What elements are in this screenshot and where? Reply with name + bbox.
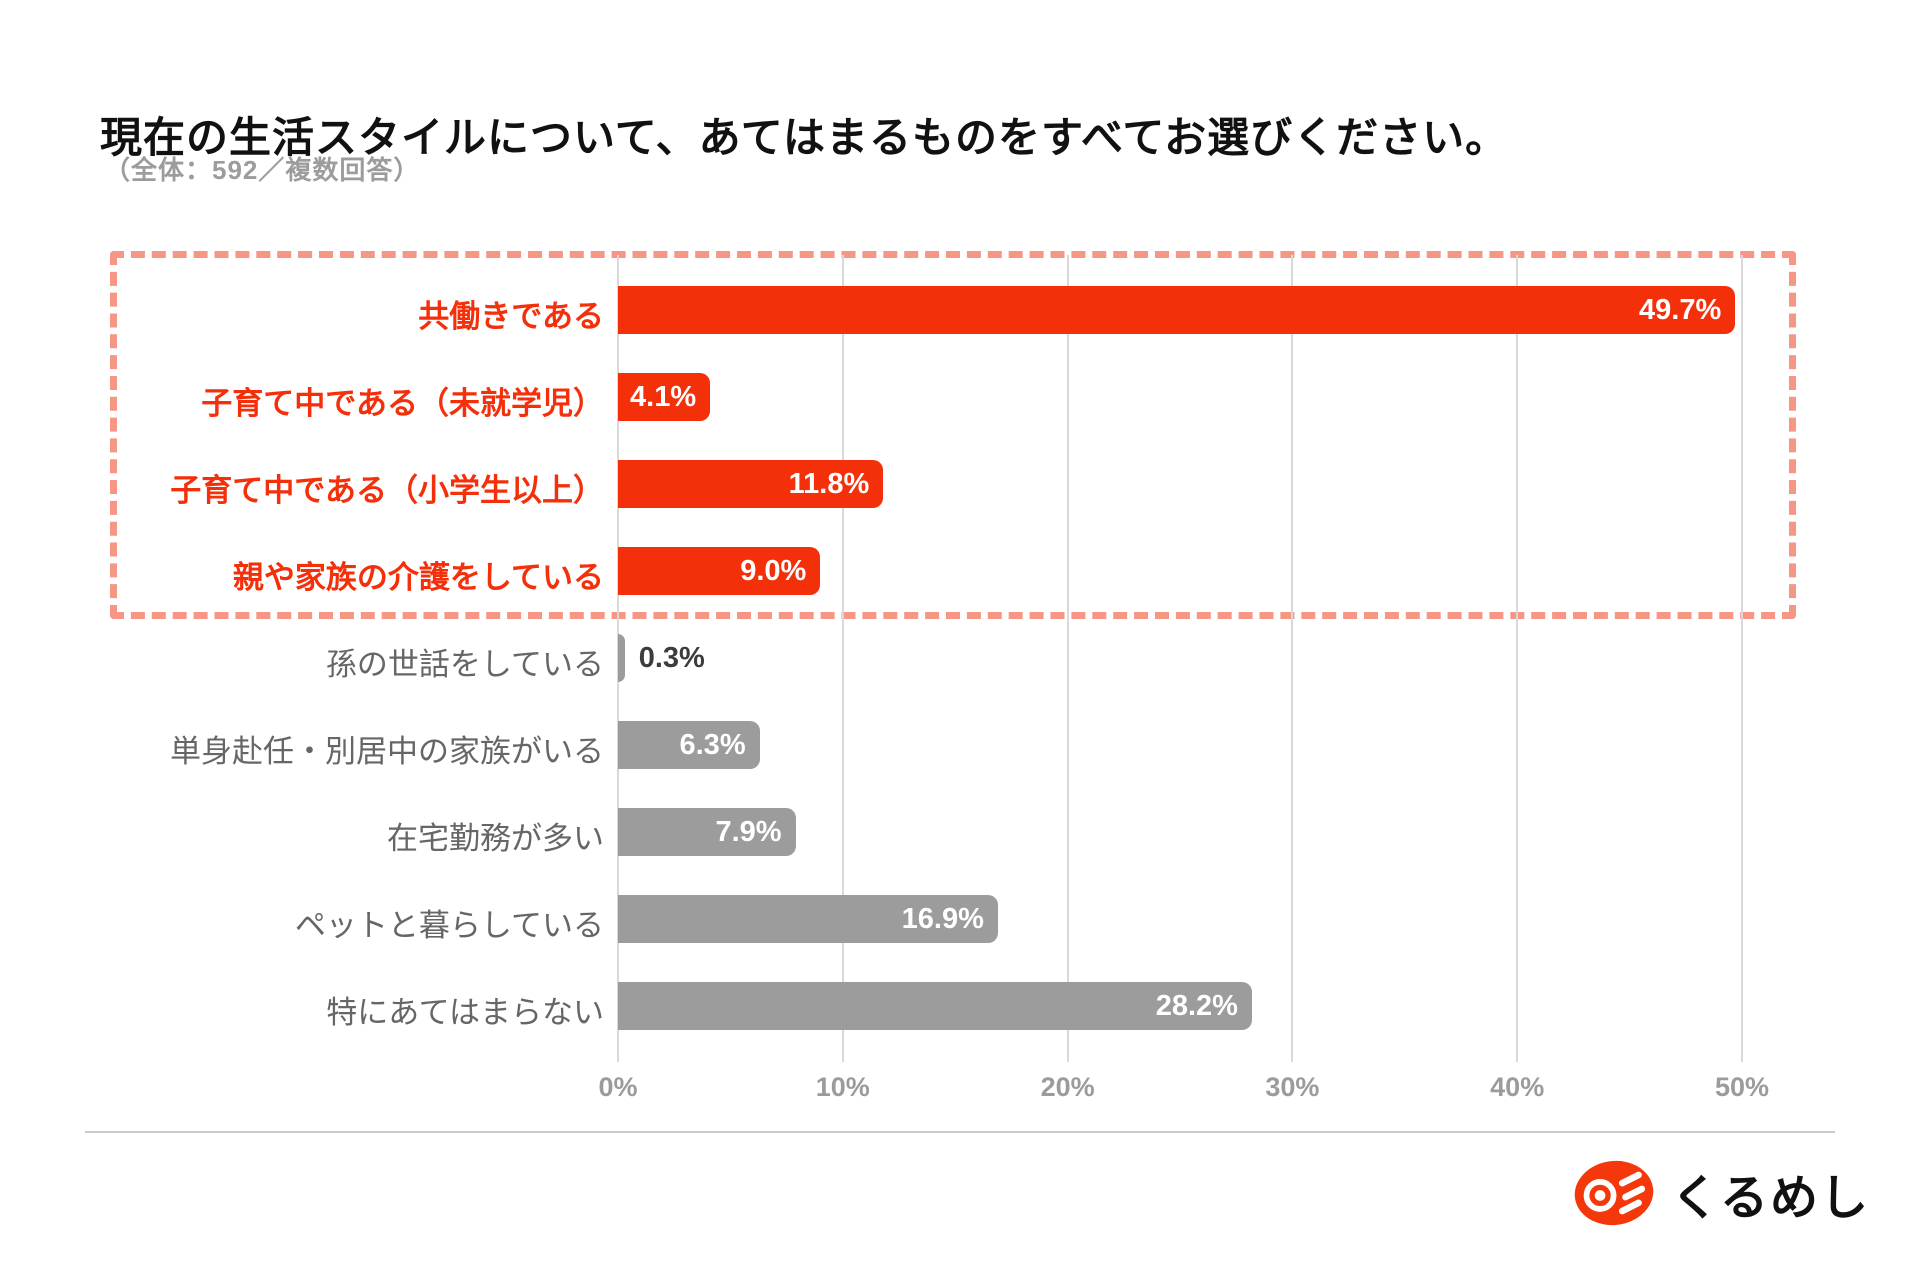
value-label: 16.9%	[901, 903, 984, 935]
gridline	[1516, 255, 1519, 1062]
value-label: 4.1%	[630, 381, 697, 413]
bar: 49.7%	[618, 286, 1736, 334]
value-label: 28.2%	[1155, 990, 1238, 1022]
category-label: 在宅勤務が多い	[387, 821, 604, 856]
x-axis-tick-label: 50%	[1714, 1072, 1770, 1102]
value-label: 9.0%	[740, 555, 807, 587]
bar	[618, 634, 625, 682]
category-label: ペットと暮らしている	[294, 908, 604, 943]
category-label: 単身赴任・別居中の家族がいる	[170, 734, 604, 769]
bar: 16.9%	[618, 895, 998, 943]
x-axis-tick-label: 0%	[598, 1072, 638, 1102]
bar: 7.9%	[618, 808, 796, 856]
value-label: 11.8%	[788, 468, 870, 500]
gridline	[841, 255, 844, 1062]
gridline	[1741, 255, 1743, 1062]
x-axis-tick-label: 10%	[815, 1072, 870, 1102]
bar: 6.3%	[618, 721, 760, 769]
bar: 4.1%	[618, 373, 711, 421]
footer-divider	[85, 1131, 1835, 1133]
category-label: 親や家族の介護をしている	[232, 560, 604, 595]
x-axis-tick-label: 40%	[1490, 1072, 1545, 1102]
value-label: 49.7%	[1639, 294, 1722, 326]
bar: 11.8%	[618, 460, 884, 508]
category-label: 特にあてはまらない	[326, 995, 604, 1030]
brand-logo: くるめし	[1573, 1158, 1870, 1228]
bar: 9.0%	[618, 547, 821, 595]
x-axis-tick-label: 20%	[1040, 1072, 1095, 1102]
category-label: 共働きである	[418, 299, 604, 334]
gridline	[1066, 255, 1069, 1062]
value-label: 7.9%	[715, 816, 782, 848]
page-title: 現在の生活スタイルについて、あてはまるものをすべてお選びください。	[100, 114, 1509, 162]
bar: 28.2%	[618, 982, 1252, 1030]
gridline	[1291, 255, 1294, 1062]
sample-size-note: （全体：592／複数回答）	[104, 155, 421, 185]
x-axis-tick-label: 30%	[1265, 1072, 1320, 1102]
category-label: 子育て中である（小学生以上）	[170, 473, 604, 508]
value-label: 0.3%	[638, 642, 705, 674]
category-label: 孫の世話をしている	[325, 647, 604, 682]
kurumeshi-logo-icon	[1574, 1160, 1654, 1226]
value-label: 6.3%	[679, 729, 746, 761]
category-label: 子育て中である（未就学児）	[201, 386, 604, 421]
brand-name: くるめし	[1670, 1172, 1870, 1225]
highlight-dashed-box	[110, 251, 1796, 619]
